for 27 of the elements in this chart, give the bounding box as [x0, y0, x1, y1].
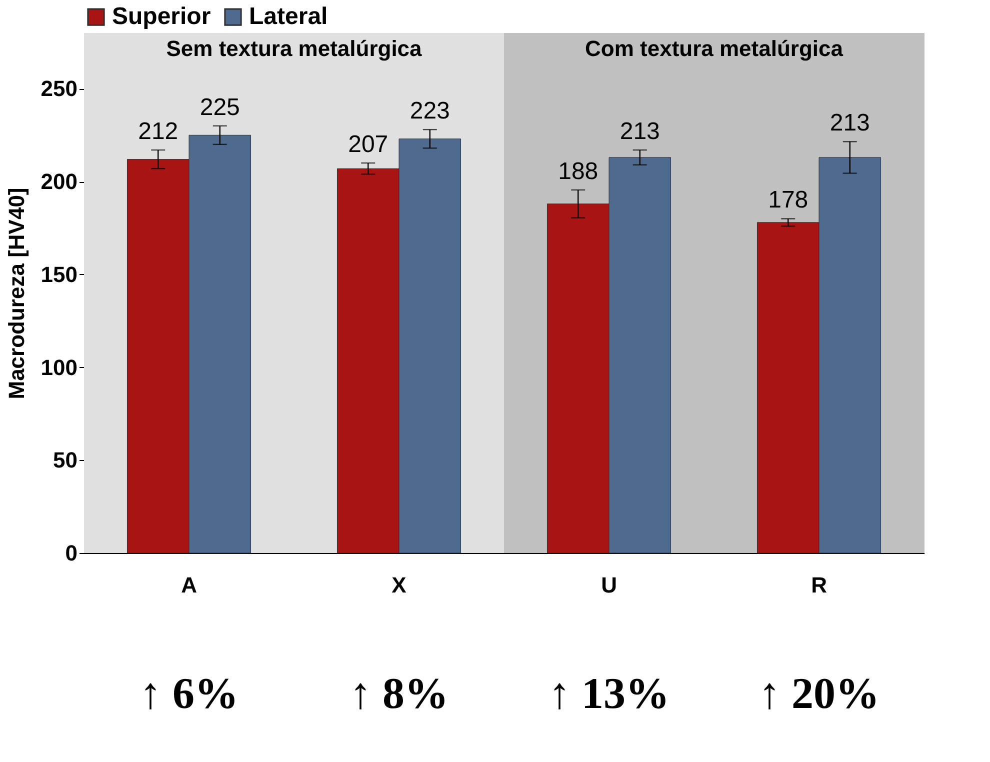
x-tick-label: R — [811, 572, 828, 598]
data-label: 223 — [410, 98, 450, 125]
data-label: 188 — [558, 158, 598, 185]
legend-label: Superior — [112, 3, 211, 30]
data-label: 213 — [620, 118, 660, 145]
y-tick-label: 0 — [65, 540, 78, 566]
text: ↑ 20% — [758, 669, 880, 718]
band-label: Com textura metalúrgica — [585, 36, 844, 61]
band-label: Sem textura metalúrgica — [166, 36, 423, 61]
x-tick-label: X — [392, 572, 407, 598]
data-label: 212 — [138, 118, 178, 145]
data-label: 213 — [830, 110, 870, 137]
y-tick-label: 100 — [40, 354, 78, 380]
text: ↑ 13% — [548, 669, 670, 718]
y-tick-label: 250 — [40, 76, 78, 102]
data-label: 207 — [348, 131, 388, 158]
data-label: 178 — [768, 186, 808, 214]
y-tick-label: 150 — [40, 262, 78, 287]
legend-label: Lateral — [249, 3, 328, 30]
text: ↑ 6% — [140, 669, 238, 718]
data-label: 225 — [200, 94, 240, 121]
y-tick-label: 200 — [40, 169, 78, 194]
x-tick-label: A — [181, 572, 198, 598]
y-axis-title: Macrodureza [HV40] — [4, 188, 29, 400]
y-tick-label: 50 — [53, 448, 78, 473]
x-tick-label: U — [601, 572, 617, 598]
text: ↑ 8% — [350, 669, 448, 718]
